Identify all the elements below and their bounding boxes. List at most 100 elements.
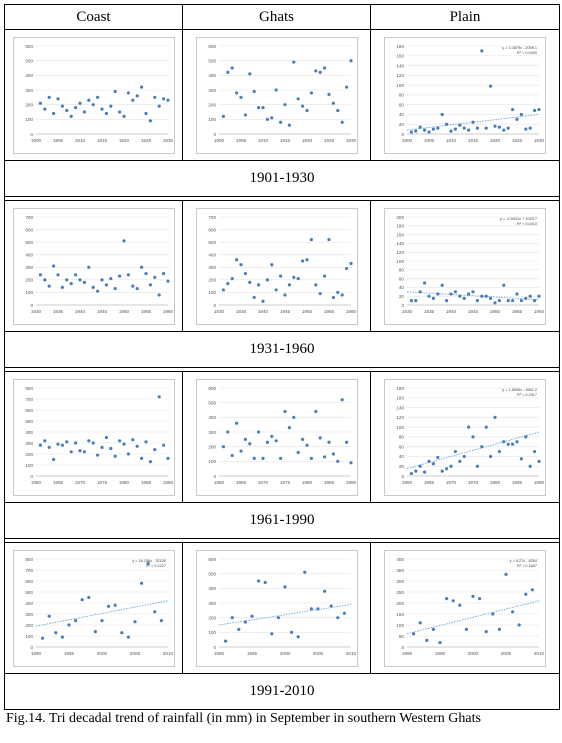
data-point bbox=[438, 640, 442, 644]
data-point bbox=[445, 466, 449, 470]
x-tick-label: 1915 bbox=[279, 138, 290, 143]
data-point bbox=[55, 272, 60, 276]
y-tick-label: 80 bbox=[399, 267, 405, 272]
y-tick-label: 200 bbox=[208, 277, 216, 282]
y-tick-label: 160 bbox=[396, 395, 404, 400]
data-point bbox=[524, 127, 528, 131]
data-point bbox=[282, 292, 287, 297]
x-tick-label: 1915 bbox=[468, 138, 479, 143]
data-point bbox=[265, 440, 269, 444]
y-tick-label: 500 bbox=[208, 571, 216, 576]
data-point bbox=[458, 294, 462, 298]
data-point bbox=[451, 598, 455, 602]
data-point bbox=[423, 469, 427, 474]
data-point bbox=[256, 429, 260, 434]
trendline bbox=[406, 113, 540, 130]
data-point bbox=[418, 289, 422, 293]
y-tick-label: 400 bbox=[208, 252, 216, 257]
x-tick-label: 1930 bbox=[402, 309, 413, 314]
y-tick-label: 100 bbox=[208, 630, 216, 635]
data-point bbox=[256, 105, 260, 109]
data-point bbox=[269, 115, 273, 119]
x-tick-label: 2005 bbox=[312, 651, 323, 656]
data-point bbox=[95, 289, 99, 293]
data-point bbox=[130, 98, 134, 102]
header-plain: Plain bbox=[370, 4, 560, 30]
data-point bbox=[340, 292, 344, 297]
data-point bbox=[511, 107, 515, 111]
data-point bbox=[269, 631, 273, 635]
data-point bbox=[64, 277, 68, 281]
x-tick-label: 1950 bbox=[118, 309, 129, 314]
header-ghats: Ghats bbox=[182, 4, 371, 30]
x-tick-label: 1940 bbox=[446, 309, 457, 314]
y-tick-label: 160 bbox=[396, 53, 404, 58]
y-tick-label: 800 bbox=[25, 385, 33, 390]
x-tick-label: 1905 bbox=[235, 138, 246, 143]
data-point bbox=[143, 271, 148, 275]
x-tick-label: 1905 bbox=[424, 138, 435, 143]
y-tick-label: 400 bbox=[208, 73, 216, 78]
y-tick-label: 200 bbox=[25, 102, 33, 107]
y-tick-label: 300 bbox=[208, 87, 216, 92]
trend-equation: y = -0.5031x + 1003.7 bbox=[500, 217, 537, 221]
y-tick-label: 800 bbox=[25, 556, 33, 561]
y-tick-label: 0 bbox=[30, 473, 33, 478]
data-point bbox=[462, 296, 466, 300]
data-point bbox=[533, 298, 537, 302]
x-tick-label: 1900 bbox=[30, 138, 41, 143]
x-tick-label: 1985 bbox=[140, 480, 151, 485]
x-tick-label: 1910 bbox=[74, 138, 85, 143]
trend-equation: y = 1.8605x - 3661.2 bbox=[502, 388, 537, 392]
data-point bbox=[344, 440, 348, 444]
data-point bbox=[515, 117, 519, 121]
data-point bbox=[276, 615, 280, 619]
data-point bbox=[60, 635, 64, 639]
data-point bbox=[126, 90, 130, 95]
data-point bbox=[86, 438, 90, 442]
chart-svg: 0 100 200 300 400 500 600 1960 1965 1970 1975 1980 1… bbox=[208, 385, 356, 485]
data-point bbox=[313, 68, 317, 73]
chart-svg: 0 100 200 300 400 500 600 700 1930 1935 1940 1945 19… bbox=[25, 214, 173, 314]
data-point bbox=[86, 595, 90, 599]
data-point bbox=[318, 70, 322, 74]
data-point bbox=[249, 614, 254, 618]
data-point bbox=[478, 596, 482, 600]
data-point bbox=[243, 271, 247, 275]
data-point bbox=[458, 603, 462, 607]
data-point bbox=[113, 89, 117, 93]
data-point bbox=[143, 439, 148, 443]
data-point bbox=[335, 615, 339, 619]
data-point bbox=[493, 300, 497, 304]
data-point bbox=[47, 284, 51, 288]
data-point bbox=[504, 572, 508, 576]
x-tick-label: 1985 bbox=[512, 480, 523, 485]
data-point bbox=[234, 421, 238, 425]
y-tick-label: 200 bbox=[25, 622, 33, 627]
x-tick-label: 1995 bbox=[246, 651, 257, 656]
data-point bbox=[130, 437, 134, 441]
x-tick-label: 1980 bbox=[490, 480, 501, 485]
data-point bbox=[230, 615, 234, 619]
data-point bbox=[467, 127, 471, 132]
data-point bbox=[329, 603, 333, 608]
data-point bbox=[418, 464, 422, 468]
data-point bbox=[82, 449, 86, 453]
data-point bbox=[300, 437, 304, 441]
data-point bbox=[506, 126, 510, 130]
data-point bbox=[475, 298, 479, 302]
y-tick-label: 100 bbox=[25, 633, 33, 638]
y-tick-label: 20 bbox=[399, 294, 405, 299]
data-point bbox=[431, 127, 435, 131]
y-tick-label: 200 bbox=[208, 102, 216, 107]
chart-svg: 0 50 100 150 200 250 300 350 400 1990 1995 2000 2005… bbox=[396, 556, 544, 655]
data-point bbox=[104, 111, 108, 115]
data-point bbox=[511, 298, 515, 302]
data-point bbox=[340, 120, 344, 124]
x-tick-label: 1990 bbox=[345, 480, 356, 485]
data-point bbox=[139, 84, 143, 89]
data-point bbox=[517, 622, 521, 627]
data-point bbox=[537, 294, 541, 298]
chart-svg: 0 20 40 60 80 100 120 140 160 180 1900 1905 1910 1915… bbox=[396, 43, 544, 143]
y-tick-label: 140 bbox=[396, 63, 404, 68]
